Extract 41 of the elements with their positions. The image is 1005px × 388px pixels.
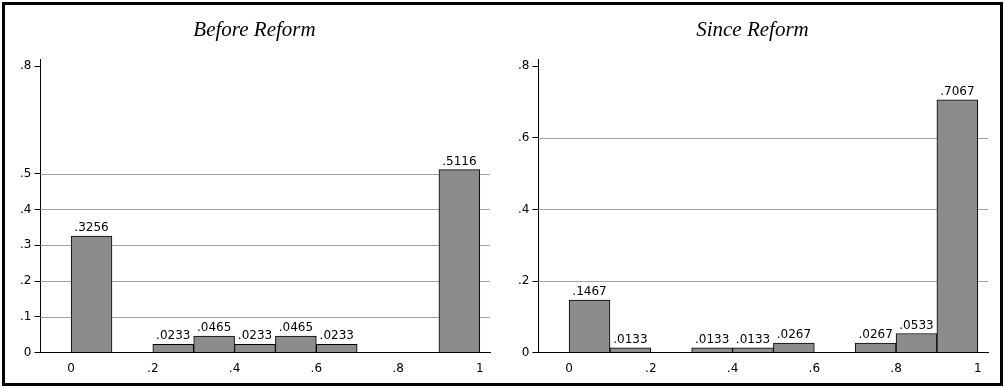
data-label: .3256	[74, 220, 109, 235]
data-label: .1467	[572, 284, 607, 299]
y-tick-label: .2	[20, 273, 32, 288]
data-label: .0233	[156, 328, 191, 343]
y-tick-label: .8	[518, 58, 530, 73]
y-tick-label: .4	[20, 201, 32, 216]
y-tick-label: 0	[23, 344, 32, 359]
x-tick-label: .6	[310, 360, 323, 375]
x-tick-label: .6	[808, 360, 821, 375]
data-label: .0233	[237, 328, 273, 343]
data-label: .0233	[319, 328, 354, 343]
data-label: .0465	[196, 320, 232, 335]
data-label: .0133	[613, 331, 648, 346]
x-tick-label: 1	[475, 360, 484, 375]
y-tick-label: .8	[20, 58, 32, 73]
x-tick-label: 0	[67, 360, 75, 375]
data-label: .0267	[776, 327, 812, 342]
y-tick-label: .5	[20, 165, 32, 180]
y-tick-label: .2	[518, 273, 530, 288]
chart-title: Before Reform	[192, 17, 317, 42]
x-tick-label: .4	[726, 360, 739, 375]
x-tick-label: .8	[890, 360, 902, 375]
data-label: .5116	[442, 153, 477, 168]
x-tick-label: .2	[147, 360, 159, 375]
chart-title: Since Reform	[695, 17, 810, 42]
x-tick-label: 1	[973, 360, 982, 375]
y-tick-label: .3	[20, 237, 32, 252]
x-tick-label: .8	[392, 360, 404, 375]
data-label: .0133	[735, 331, 771, 346]
x-tick-label: .2	[645, 360, 657, 375]
data-label: .0133	[694, 331, 730, 346]
data-label: .0267	[858, 327, 893, 342]
x-tick-label: .4	[228, 360, 241, 375]
y-tick-label: 0	[521, 344, 530, 359]
y-tick-label: .1	[20, 308, 32, 323]
data-label: .7067	[940, 83, 975, 98]
x-tick-label: 0	[565, 360, 573, 375]
y-tick-label: .4	[518, 201, 530, 216]
y-tick-label: .6	[518, 130, 530, 145]
data-label: .0465	[278, 320, 314, 335]
data-label: .0533	[899, 317, 934, 332]
